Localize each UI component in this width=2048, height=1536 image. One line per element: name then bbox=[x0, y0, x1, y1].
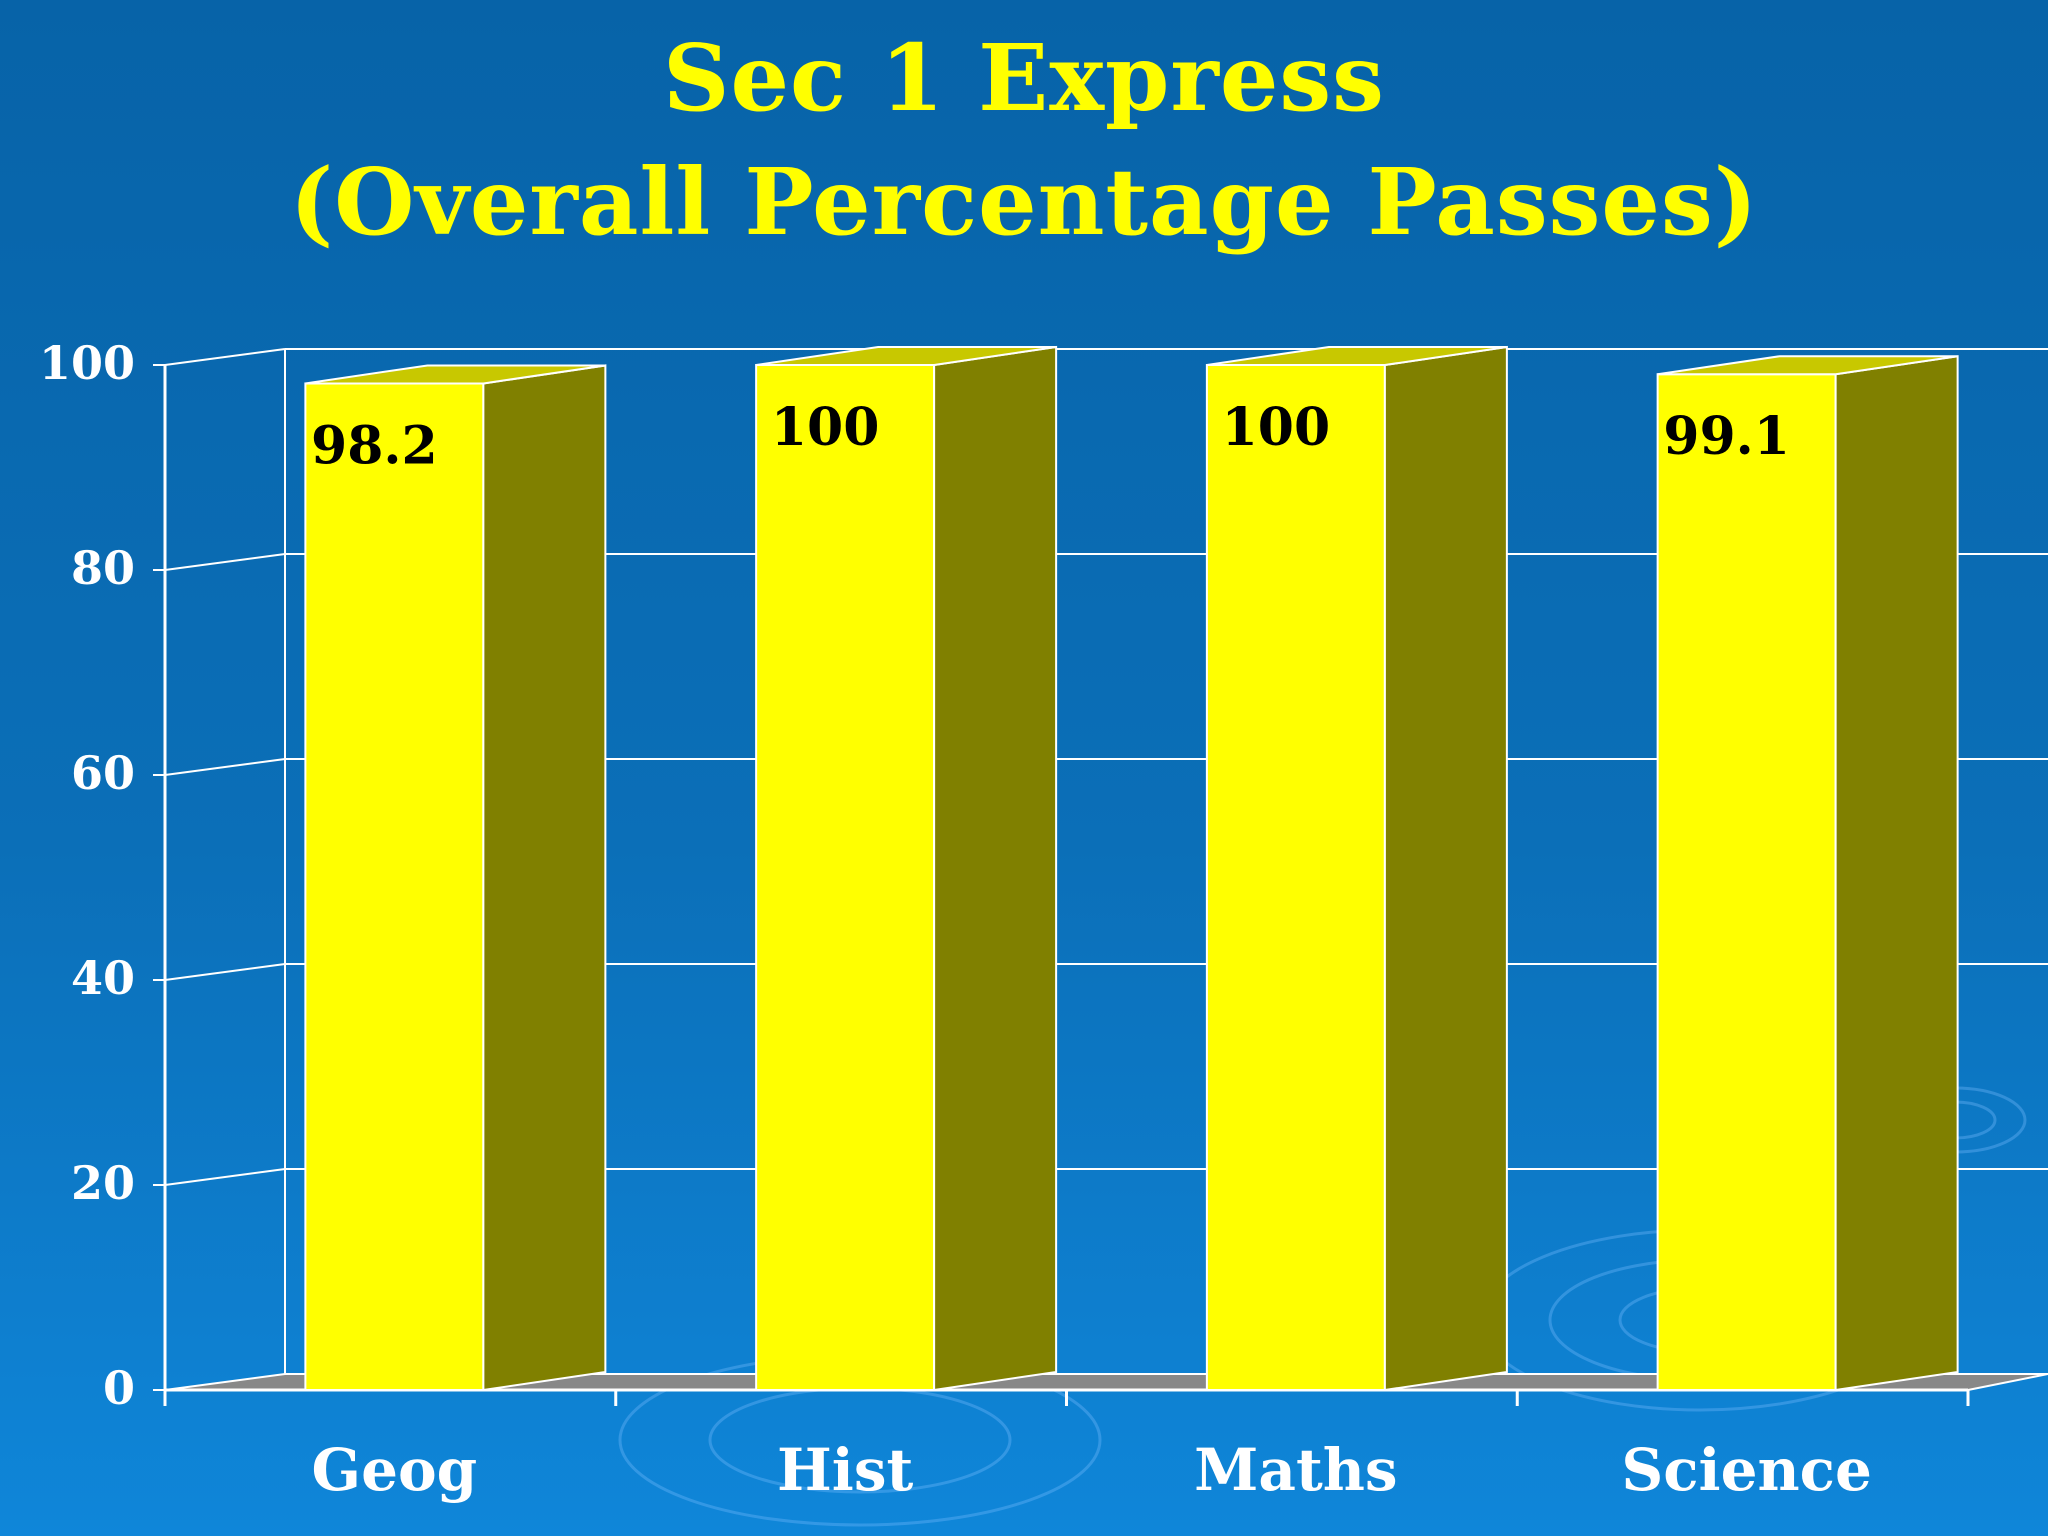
data-label: 98.2 bbox=[311, 415, 438, 476]
bar-side bbox=[1383, 345, 1508, 1392]
bar-top bbox=[1206, 346, 1508, 366]
bar-top bbox=[1657, 355, 1958, 376]
y-tick-label: 20 bbox=[71, 1156, 135, 1210]
gridline-side bbox=[164, 348, 286, 366]
chart-floor bbox=[165, 1374, 2048, 1390]
y-tick-label: 40 bbox=[71, 951, 135, 1005]
bar bbox=[1205, 364, 1386, 1391]
bar bbox=[755, 364, 936, 1391]
gridline-side bbox=[164, 758, 286, 776]
chart-title-line-2: (Overall Percentage Passes) bbox=[289, 148, 1759, 256]
bar-top bbox=[305, 364, 606, 385]
data-label: 99.1 bbox=[1663, 406, 1790, 467]
gridline-side bbox=[164, 1373, 286, 1391]
y-tick-label: 0 bbox=[103, 1361, 135, 1415]
data-label: 100 bbox=[1222, 397, 1331, 458]
data-label: 100 bbox=[771, 397, 880, 458]
gridline-side bbox=[164, 963, 286, 981]
gridline-side bbox=[164, 1168, 286, 1186]
y-tick-label: 100 bbox=[39, 336, 135, 390]
floor-right-edge bbox=[1967, 1373, 2048, 1391]
plot-area: 0 20 40 60 80 100 98.2 Geog 100 Hist 100 Maths 99.1 S… bbox=[39, 336, 2048, 1504]
bar-side bbox=[933, 345, 1058, 1392]
y-tick-label: 80 bbox=[71, 541, 135, 595]
x-tick-label: Geog bbox=[312, 1436, 478, 1504]
x-tick-label: Maths bbox=[1194, 1436, 1397, 1504]
y-tick-label: 60 bbox=[71, 746, 135, 800]
x-tick-label: Science bbox=[1621, 1436, 1872, 1504]
bar-top bbox=[755, 346, 1057, 366]
gridline-side bbox=[164, 553, 286, 571]
bar bbox=[304, 382, 485, 1391]
bar-side bbox=[1834, 355, 1959, 1392]
chart-title-line-1: Sec 1 Express bbox=[663, 24, 1385, 132]
bar-side bbox=[482, 364, 607, 1392]
x-tick-label: Hist bbox=[777, 1436, 913, 1504]
bar bbox=[1656, 373, 1837, 1392]
